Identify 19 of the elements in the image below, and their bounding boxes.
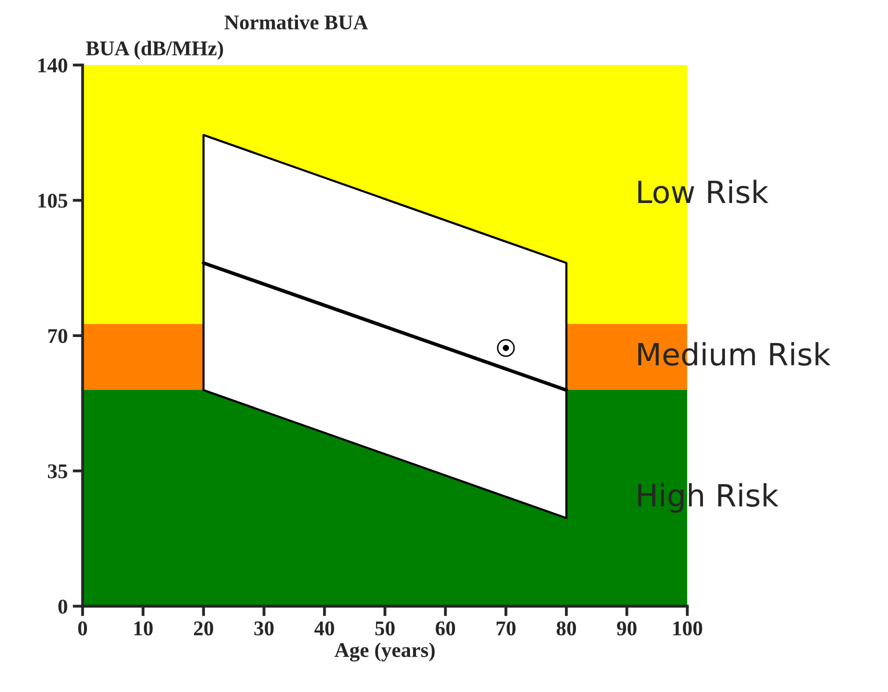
y-tick-label: 35	[48, 464, 68, 478]
x-tick-label: 30	[254, 621, 274, 636]
x-tick-label: 20	[194, 621, 214, 636]
y-axis-title: BUA (dB/MHz)	[86, 40, 223, 60]
x-tick-label: 50	[375, 621, 395, 636]
y-tick-label: 140	[38, 58, 68, 72]
x-tick-label: 90	[616, 621, 636, 636]
x-tick-label: 0	[78, 621, 87, 636]
x-tick-label: 70	[496, 621, 516, 636]
chart-title: Normative BUA	[224, 14, 368, 30]
x-tick-label: 100	[673, 621, 702, 636]
x-tick-label: 60	[436, 621, 456, 636]
y-tick-label: 0	[58, 600, 68, 614]
x-tick-label: 40	[314, 621, 334, 636]
y-tick-label: 105	[38, 194, 68, 208]
x-tick-label: 10	[134, 621, 153, 636]
y-tick-label: 70	[48, 328, 68, 344]
x-axis-title: Age (years)	[334, 642, 435, 662]
x-tick-label: 80	[556, 621, 576, 636]
